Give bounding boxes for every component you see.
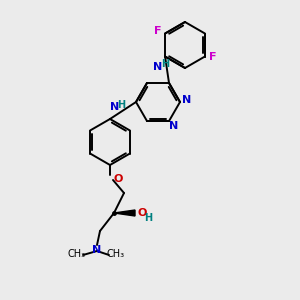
Polygon shape	[114, 210, 135, 216]
Text: CH₃: CH₃	[107, 249, 125, 259]
Text: O: O	[137, 208, 147, 218]
Text: H: H	[161, 59, 169, 69]
Text: F: F	[154, 26, 162, 35]
Text: N: N	[153, 62, 163, 72]
Text: N: N	[182, 95, 192, 105]
Text: O: O	[113, 174, 123, 184]
Text: N: N	[92, 245, 102, 255]
Text: H: H	[117, 100, 125, 110]
Text: CH₃: CH₃	[68, 249, 86, 259]
Text: N: N	[169, 121, 178, 131]
Text: F: F	[209, 52, 217, 62]
Text: H: H	[144, 213, 152, 223]
Text: N: N	[110, 103, 120, 112]
